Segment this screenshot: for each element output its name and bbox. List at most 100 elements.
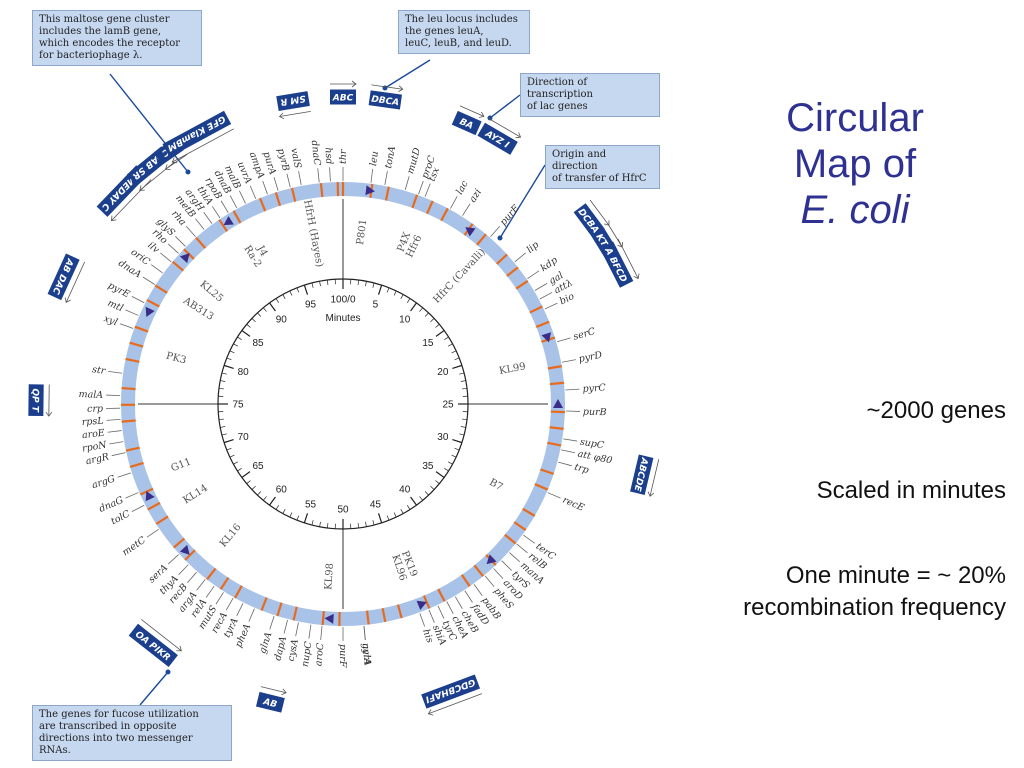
gene-leader xyxy=(404,176,410,190)
minute-tick xyxy=(221,372,227,375)
gene-label: aroE xyxy=(81,428,105,442)
lac-callout-line: Direction of transcription xyxy=(527,77,593,100)
gene-leader xyxy=(286,173,291,188)
minute-tick xyxy=(326,279,329,285)
minute-definition-line: One minute = ~ 20% xyxy=(785,562,1006,589)
minute-tick xyxy=(365,281,367,287)
fucose-callout: The genes for fucose utilization are tra… xyxy=(32,705,232,761)
origin-callout-line: Origin and direction xyxy=(552,149,607,172)
gene-leader xyxy=(539,292,553,300)
operon-box: SM R xyxy=(276,91,311,120)
operon-direction-arrow-icon xyxy=(427,709,434,716)
strain-label: J4 xyxy=(254,243,269,258)
minute-tick xyxy=(444,336,449,340)
gene-label: purF xyxy=(337,644,348,668)
leu-callout-line: the genes leuA, xyxy=(405,26,484,37)
operon-direction-line xyxy=(65,261,85,303)
gene-leader xyxy=(493,568,504,580)
locus-tick xyxy=(496,253,508,265)
gene-leader xyxy=(473,584,483,596)
locus-tick xyxy=(547,365,562,370)
operon-box: A BFCD xyxy=(599,238,640,288)
minute-tick-label: 65 xyxy=(252,461,264,472)
minute-tick xyxy=(452,364,463,370)
locus-tick xyxy=(549,426,564,430)
operon-direction-arrow-icon xyxy=(171,157,178,164)
operon-box-bg xyxy=(573,203,605,238)
gene-leader xyxy=(167,554,179,565)
strain-label: KL14 xyxy=(181,483,210,507)
gene-label: rpoN xyxy=(81,439,108,454)
fucose-callout-line: directions into two messenger RNAs. xyxy=(39,733,193,756)
locus-tick xyxy=(129,341,144,348)
lac-callout-line: of lac genes xyxy=(527,101,588,112)
operon-box: ABC xyxy=(330,80,357,105)
strain-label: P801 xyxy=(355,219,369,246)
gene-leader xyxy=(196,579,206,591)
minute-tick xyxy=(462,418,468,421)
minute-tick-label: 75 xyxy=(232,400,244,411)
transfer-arrow-icon xyxy=(145,491,155,502)
locus-tick xyxy=(258,197,267,212)
gene-label: mtl xyxy=(106,298,125,314)
minute-tick-label: 15 xyxy=(422,338,434,349)
strain-label: AB313 xyxy=(180,295,215,323)
locus-tick xyxy=(121,419,136,423)
minute-tick xyxy=(419,496,423,501)
gene-leader xyxy=(437,605,445,619)
minute-tick-label: 25 xyxy=(442,400,454,411)
locus-tick xyxy=(535,320,550,328)
locus-tick xyxy=(515,280,529,290)
minute-tick xyxy=(365,521,367,527)
maltose-callout-line: This maltose gene cluster xyxy=(39,14,170,25)
callout-connector xyxy=(499,164,546,239)
gene-leader xyxy=(175,236,186,247)
gene-leader xyxy=(384,171,388,186)
gene-label: purB xyxy=(583,407,607,419)
minute-tick xyxy=(386,515,390,521)
gene-leader xyxy=(119,323,134,329)
operon-direction-arrow-icon xyxy=(281,688,287,696)
gene-leader xyxy=(557,337,571,343)
locus-tick xyxy=(540,468,555,475)
gene-label: metC xyxy=(120,534,148,558)
minute-tick xyxy=(424,491,429,496)
minute-scale: 100/0 5 10 15 20 25 30 35 40 45 50 55 60 65 70 75 80 85 90… xyxy=(217,278,469,530)
strain-label: KL98 xyxy=(323,563,336,590)
minute-definition-text: One minute = ~ 20% recombination frequen… xyxy=(743,560,1006,624)
locus-tick xyxy=(172,537,186,549)
transfer-arrow-icon xyxy=(553,399,563,408)
locus-tick xyxy=(195,236,207,249)
gene-leader xyxy=(236,603,244,617)
gene-leader xyxy=(501,560,512,571)
gene-label: crp xyxy=(87,404,103,415)
fucose-callout-line: are transcribed in opposite xyxy=(39,721,177,732)
minute-tick-label: 100/0 xyxy=(330,295,355,306)
operon-direction-line xyxy=(487,117,521,138)
gene-leader xyxy=(151,264,163,274)
minute-tick-label: 40 xyxy=(399,484,411,495)
minute-tick xyxy=(319,281,321,287)
operon-direction-line xyxy=(617,238,639,279)
minute-tick xyxy=(451,350,457,354)
minute-tick xyxy=(226,447,232,451)
transfer-arrow-icon xyxy=(541,332,551,343)
transfer-arrow-icon xyxy=(179,253,190,264)
minute-tick-label: 30 xyxy=(437,432,449,443)
strain-label: B7 xyxy=(487,477,504,493)
gene-leader xyxy=(142,276,155,285)
minute-tick-label: 80 xyxy=(238,367,250,378)
minute-tick xyxy=(393,290,397,296)
operon-box-bg xyxy=(47,253,80,301)
locus-tick xyxy=(290,187,297,202)
locus-tick xyxy=(125,357,140,363)
transfer-arrow-icon xyxy=(416,600,427,611)
locus-tick xyxy=(384,186,390,201)
gene-label: supC xyxy=(579,437,605,452)
minute-tick xyxy=(220,426,226,428)
gene-leader xyxy=(484,575,495,587)
callout-connector-dot xyxy=(165,669,171,675)
locus-tick xyxy=(381,607,387,623)
minute-tick-label: 90 xyxy=(276,315,288,326)
gene-leader xyxy=(125,309,139,316)
